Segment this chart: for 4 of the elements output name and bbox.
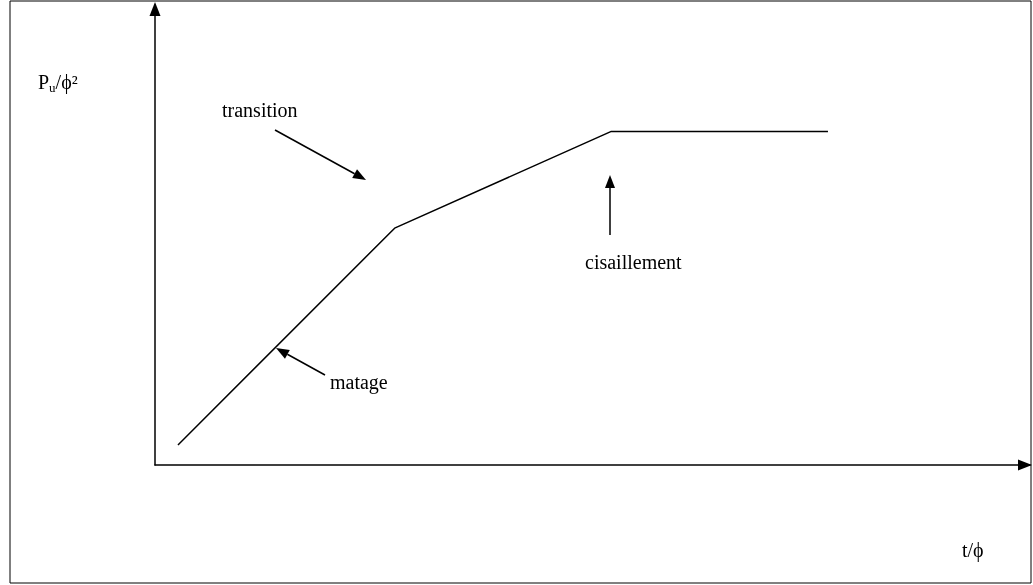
text: transition bbox=[222, 99, 298, 121]
annotation: cisaillement bbox=[585, 251, 683, 273]
annotation: matage bbox=[330, 371, 388, 394]
x-axis-title: t/ϕ bbox=[962, 539, 984, 562]
